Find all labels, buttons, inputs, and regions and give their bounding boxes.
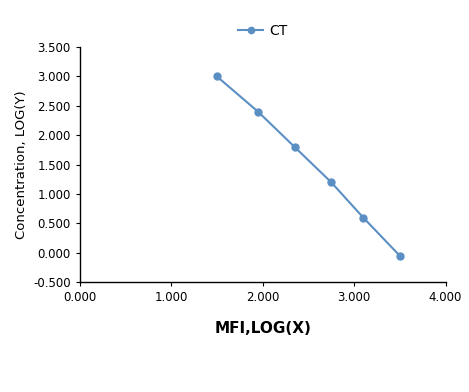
CT xyxy=(360,215,366,220)
Line: CT: CT xyxy=(213,73,403,259)
CT xyxy=(328,180,334,185)
CT xyxy=(214,74,219,79)
CT xyxy=(397,254,402,258)
CT xyxy=(255,109,261,114)
CT xyxy=(292,145,297,149)
Y-axis label: Concentration, LOG(Y): Concentration, LOG(Y) xyxy=(15,90,28,239)
Legend: CT: CT xyxy=(233,19,293,44)
X-axis label: MFI,LOG(X): MFI,LOG(X) xyxy=(214,321,311,336)
